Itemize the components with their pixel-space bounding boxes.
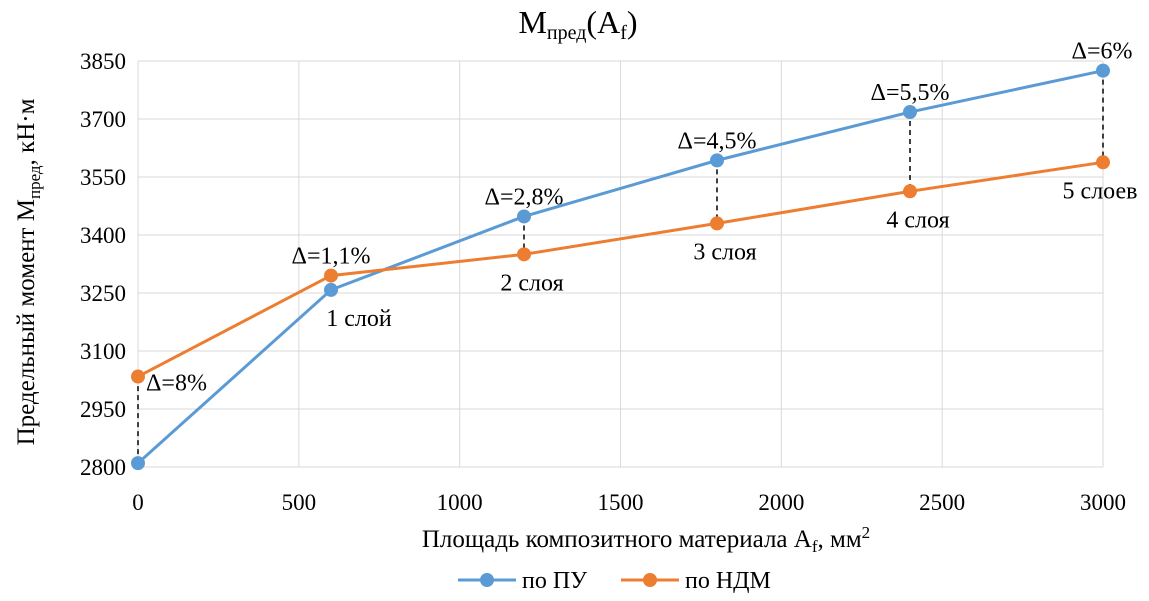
layer-label: 5 слоев <box>1063 178 1138 204</box>
layer-label: 1 слой <box>326 306 392 332</box>
layer-label: 3 слоя <box>693 239 756 265</box>
grid <box>137 60 1104 468</box>
series-0-point <box>710 153 724 168</box>
y-tick-label: 3850 <box>80 49 126 74</box>
series-0-point <box>903 105 917 120</box>
y-tick-labels: 2800 2950 3100 3250 3400 3550 3700 3850 <box>80 49 126 480</box>
series-1-point <box>131 369 145 384</box>
layer-label: 4 слоя <box>886 207 949 233</box>
y-tick-label: 2800 <box>80 455 126 480</box>
series-1-point <box>903 184 917 199</box>
y-tick-label: 3250 <box>80 281 126 306</box>
chart-title: Mпред(Af) <box>518 4 637 44</box>
series <box>131 63 1110 471</box>
legend-swatch-marker <box>643 573 657 587</box>
layer-label: 2 слоя <box>500 270 563 296</box>
series-1-point <box>1096 155 1110 170</box>
x-tick-labels: 0 500 1000 1500 2000 2500 3000 <box>132 490 1126 515</box>
y-tick-label: 3700 <box>80 107 126 132</box>
delta-label: Δ=8% <box>146 371 207 397</box>
series-1-point <box>324 268 338 283</box>
series-line-0 <box>136 69 1104 465</box>
series-1-point <box>710 216 724 231</box>
x-axis-label: Площадь композитного материала Af, мм2 <box>422 523 870 556</box>
delta-label: Δ=2,8% <box>485 184 564 210</box>
legend-label: по ПУ <box>522 568 587 594</box>
legend: по ПУ по НДМ <box>458 568 771 594</box>
x-tick-label: 3000 <box>1080 490 1126 515</box>
delta-label: Δ=6% <box>1072 39 1133 65</box>
x-tick-label: 2500 <box>919 490 965 515</box>
y-axis-label: Предельный момент Mпред, кН·м <box>13 98 44 445</box>
delta-label: Δ=1,1% <box>292 244 371 270</box>
delta-label: Δ=4,5% <box>678 128 757 154</box>
y-tick-label: 3100 <box>80 339 126 364</box>
legend-swatch-marker <box>480 573 494 587</box>
series-line-1 <box>137 160 1104 378</box>
series-0-point <box>1096 63 1110 78</box>
x-tick-label: 2000 <box>758 490 804 515</box>
x-tick-label: 0 <box>132 490 144 515</box>
series-1-point <box>517 247 531 262</box>
series-0-point <box>517 209 531 224</box>
x-tick-label: 1000 <box>437 490 483 515</box>
series-0-point <box>324 282 338 297</box>
x-tick-label: 500 <box>282 490 317 515</box>
annotations: Δ=8% Δ=1,1% Δ=2,8% Δ=4,5% Δ=5,5% Δ=6% 1 слой 2 … <box>146 39 1137 397</box>
legend-label: по НДМ <box>685 568 771 594</box>
y-tick-label: 3400 <box>80 223 126 248</box>
y-tick-label: 2950 <box>80 397 126 422</box>
delta-label: Δ=5,5% <box>871 80 950 106</box>
y-tick-label: 3550 <box>80 165 126 190</box>
series-0-point <box>131 456 145 471</box>
x-tick-label: 1500 <box>598 490 644 515</box>
